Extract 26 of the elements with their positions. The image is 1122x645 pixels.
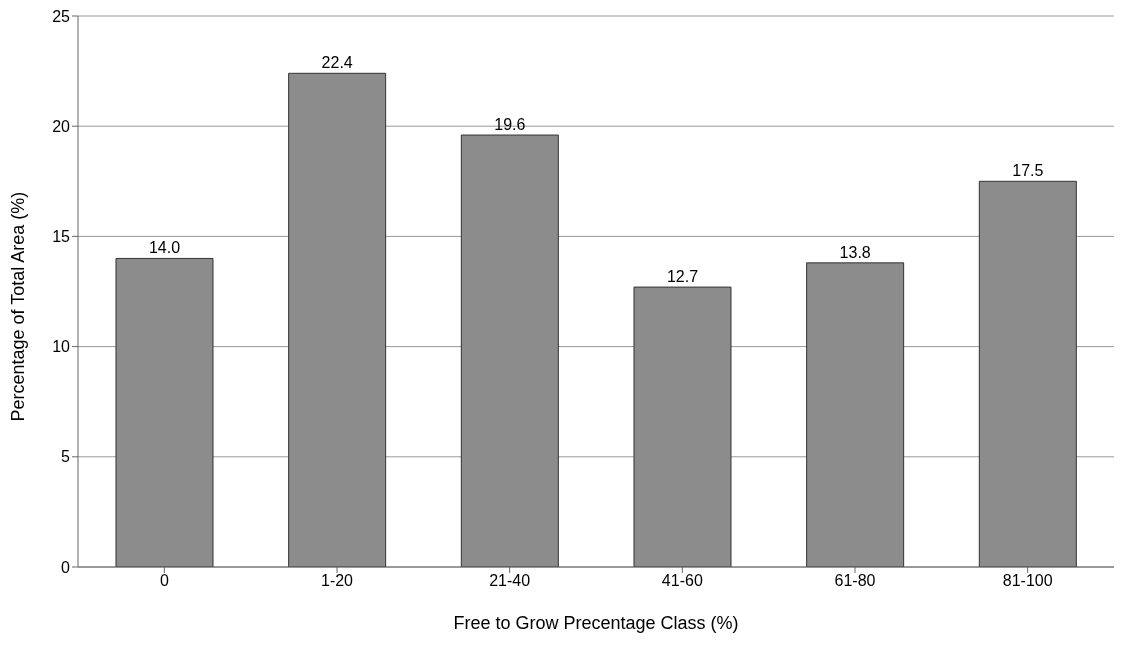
y-axis-title: Percentage of Total Area (%) (8, 191, 29, 422)
data-label: 13.8 (839, 243, 871, 261)
bar (288, 72, 387, 567)
x-tick-label: 81-100 (1002, 572, 1053, 590)
y-tick-label: 0 (61, 558, 71, 576)
y-tick-label: 25 (52, 7, 71, 25)
y-tick-label: 10 (52, 338, 71, 356)
y-tick-label: 20 (52, 117, 71, 135)
x-tick-label: 61-80 (834, 572, 876, 590)
x-tick-label: 0 (159, 572, 169, 590)
data-label: 14.0 (148, 239, 181, 257)
x-tick-label: 41-60 (661, 572, 703, 590)
data-label: 12.7 (666, 268, 699, 286)
bar (460, 134, 559, 567)
y-tick-label: 5 (61, 448, 71, 466)
bar (978, 180, 1077, 567)
data-label: 19.6 (494, 116, 526, 134)
x-axis-title: Free to Grow Precentage Class (%) (453, 613, 739, 633)
y-tick-label: 15 (52, 228, 71, 246)
data-label: 17.5 (1012, 162, 1044, 180)
bar (115, 257, 214, 567)
bar (633, 286, 732, 567)
data-label: 22.4 (321, 54, 353, 72)
x-tick-label: 21-40 (489, 572, 531, 590)
x-tick-label: 1-20 (320, 572, 354, 590)
bar (806, 262, 905, 567)
